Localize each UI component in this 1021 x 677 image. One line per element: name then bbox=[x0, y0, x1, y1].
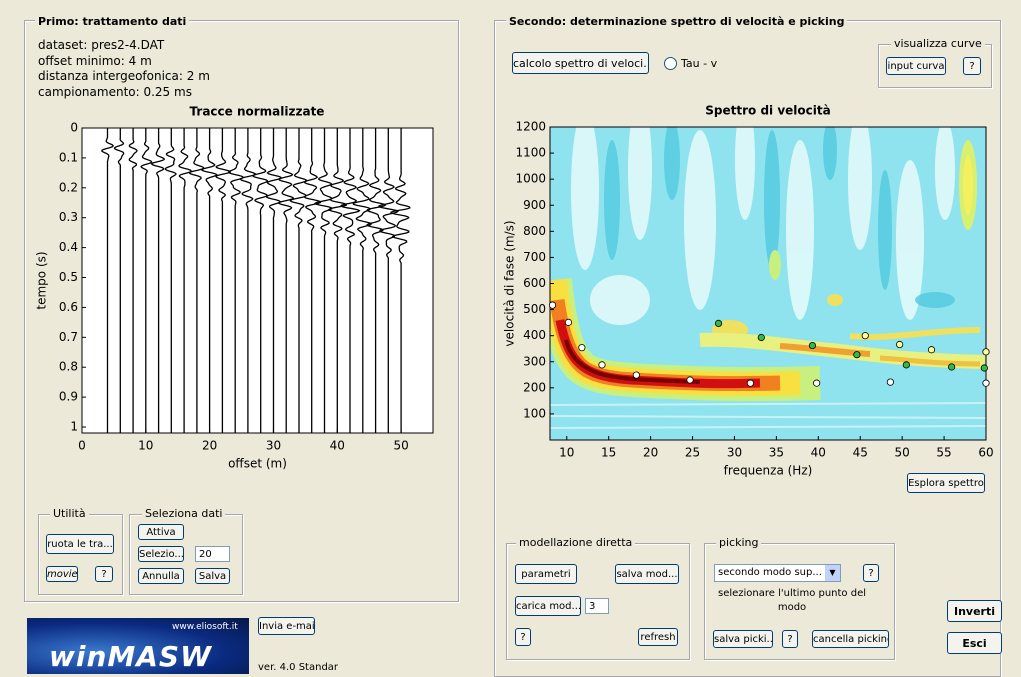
button[interactable]: ruota le tra... bbox=[46, 534, 114, 554]
group-title: Seleziona dati bbox=[142, 507, 225, 520]
button[interactable]: ? bbox=[963, 57, 981, 75]
group-box bbox=[38, 514, 123, 595]
button[interactable]: calcolo spettro di veloci... bbox=[512, 52, 649, 74]
button[interactable]: Esplora spettro bbox=[907, 473, 985, 493]
button[interactable]: cancella picking bbox=[812, 630, 889, 648]
button[interactable]: Annulla bbox=[138, 568, 184, 584]
button[interactable]: Invia e-mail bbox=[258, 617, 315, 635]
button[interactable]: parametri bbox=[515, 564, 577, 584]
panel-title: Secondo: determinazione spettro di veloc… bbox=[506, 15, 847, 28]
button[interactable]: refresh bbox=[638, 628, 678, 646]
button[interactable]: ? bbox=[95, 566, 113, 582]
info: dataset: pres2-4.DAT offset minimo: 4 m … bbox=[38, 38, 210, 100]
dropdown[interactable]: secondo modo sup... ▼ bbox=[714, 564, 841, 582]
button[interactable]: ? bbox=[863, 564, 879, 582]
group-title: Utilità bbox=[50, 507, 89, 520]
info-line: campionamento: 0.25 ms bbox=[38, 85, 210, 101]
info-line: distanza intergeofonica: 2 m bbox=[38, 69, 210, 85]
logo: www.eliosoft.it winMASW bbox=[27, 618, 249, 674]
app-window: Tracce normalizzateoffset (m)tempo (s)01… bbox=[0, 0, 1021, 677]
group-title: picking bbox=[716, 536, 761, 549]
logo-name: winMASW bbox=[49, 640, 212, 673]
button[interactable]: Salva bbox=[195, 568, 230, 584]
button[interactable]: Inverti bbox=[947, 600, 1002, 622]
button[interactable]: Attiva bbox=[138, 524, 184, 540]
text-input[interactable] bbox=[585, 598, 609, 614]
button[interactable]: ? bbox=[782, 630, 798, 648]
dropdown-arrow: ▼ bbox=[825, 565, 840, 581]
group-title: visualizza curve bbox=[891, 37, 985, 50]
info-line: offset minimo: 4 m bbox=[38, 54, 210, 70]
hint: selezionare l'ultimo punto del modo bbox=[712, 587, 872, 615]
radio-label: Tau - v bbox=[681, 57, 717, 70]
dropdown-value: secondo modo sup... bbox=[718, 567, 822, 578]
button[interactable]: ? bbox=[515, 628, 531, 646]
button[interactable]: input curva bbox=[886, 57, 946, 75]
button[interactable]: salva picki... bbox=[713, 630, 773, 648]
button[interactable]: movie bbox=[46, 566, 78, 582]
button[interactable]: Selezio... bbox=[138, 546, 184, 562]
panel-title: Primo: trattamento dati bbox=[35, 15, 189, 28]
logo-url: www.eliosoft.it bbox=[172, 622, 238, 632]
radio[interactable] bbox=[664, 57, 677, 70]
button[interactable]: carica mod... bbox=[515, 596, 581, 616]
text-input[interactable] bbox=[195, 546, 230, 562]
button[interactable]: Esci bbox=[947, 632, 1002, 654]
group-title: modellazione diretta bbox=[516, 536, 635, 549]
info-line: dataset: pres2-4.DAT bbox=[38, 38, 210, 54]
button[interactable]: salva mod... bbox=[615, 564, 679, 584]
version: ver. 4.0 Standard bbox=[258, 662, 338, 673]
